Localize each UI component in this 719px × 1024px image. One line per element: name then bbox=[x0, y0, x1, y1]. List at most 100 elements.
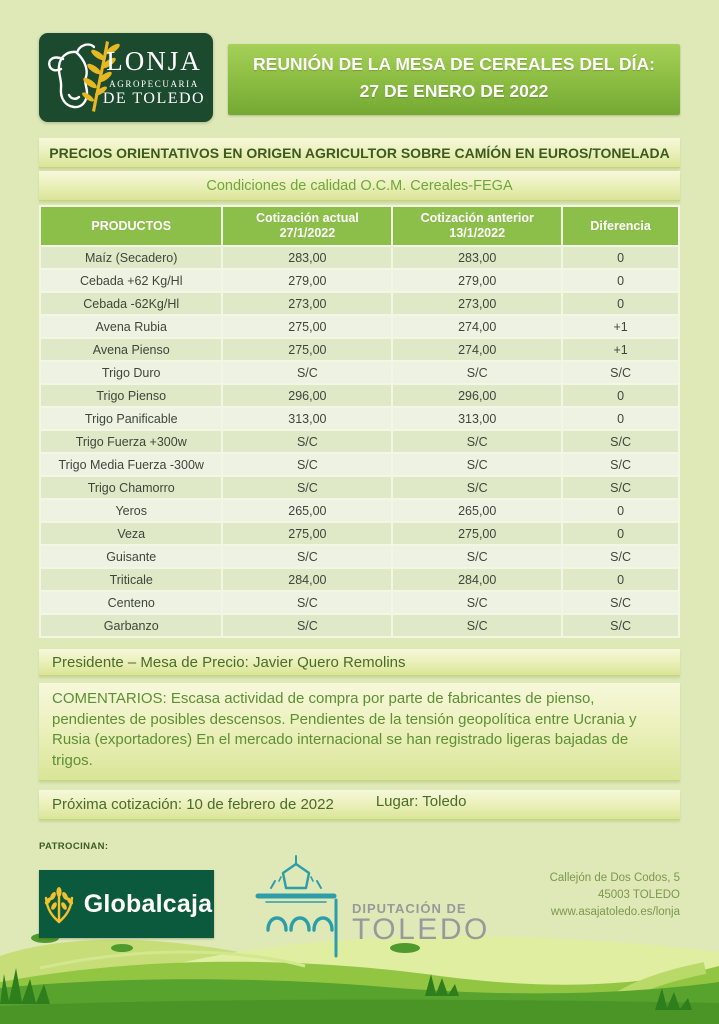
current-price-cell: 273,00 bbox=[223, 293, 392, 314]
diputacion-line-2: TOLEDO bbox=[352, 913, 490, 946]
main-title-bar: PRECIOS ORIENTATIVOS EN ORIGEN AGRICULTO… bbox=[39, 138, 680, 168]
previous-price-cell: 283,00 bbox=[393, 247, 562, 268]
product-cell: Garbanzo bbox=[41, 615, 222, 636]
header: LONJA AGROPECUARIA DE TOLEDO REUNIÓN DE … bbox=[39, 0, 680, 122]
difference-cell: +1 bbox=[563, 339, 678, 360]
banner-line-1: REUNIÓN DE LA MESA DE CEREALES DEL DÍA: bbox=[253, 54, 655, 74]
previous-price-cell: 284,00 bbox=[393, 569, 562, 590]
current-price-cell: S/C bbox=[223, 592, 392, 613]
previous-price-cell: 279,00 bbox=[393, 270, 562, 291]
next-quote-bar: Próxima cotización: 10 de febrero de 202… bbox=[39, 790, 680, 820]
difference-cell: S/C bbox=[563, 546, 678, 567]
table-row: Cebada -62Kg/Hl 273,00 273,00 0 bbox=[41, 293, 678, 314]
product-cell: Centeno bbox=[41, 592, 222, 613]
difference-cell: 0 bbox=[563, 270, 678, 291]
logo-title: LONJA bbox=[106, 46, 202, 76]
location-label: Lugar: Toledo bbox=[375, 793, 467, 810]
current-price-cell: S/C bbox=[223, 546, 392, 567]
table-row: Trigo Chamorro S/C S/C S/C bbox=[41, 477, 678, 498]
table-row: Trigo Panificable 313,00 313,00 0 bbox=[41, 408, 678, 429]
diputacion-line-1: DIPUTACIÓN DE bbox=[352, 901, 467, 916]
table-row: Avena Rubia 275,00 274,00 +1 bbox=[41, 316, 678, 337]
difference-cell: 0 bbox=[563, 293, 678, 314]
address-website-link[interactable]: www.asajatoledo.es/lonja bbox=[550, 906, 680, 918]
globalcaja-label: Globalcaja bbox=[83, 889, 213, 918]
product-cell: Cebada -62Kg/Hl bbox=[41, 293, 222, 314]
logo-text: LONJA AGROPECUARIA DE TOLEDO bbox=[101, 46, 207, 108]
table-row: Trigo Fuerza +300w S/C S/C S/C bbox=[41, 431, 678, 452]
address-street: Callejón de Dos Codos, 5 bbox=[549, 872, 680, 884]
difference-cell: S/C bbox=[563, 454, 678, 475]
diputacion-text: DIPUTACIÓN DE TOLEDO bbox=[352, 901, 490, 958]
lonja-logo: LONJA AGROPECUARIA DE TOLEDO bbox=[39, 33, 213, 122]
logo-subtitle: AGROPECUARIA bbox=[109, 79, 199, 89]
product-cell: Trigo Fuerza +300w bbox=[41, 431, 222, 452]
difference-cell: S/C bbox=[563, 431, 678, 452]
table-row: Cebada +62 Kg/Hl 279,00 279,00 0 bbox=[41, 270, 678, 291]
table-row: Veza 275,00 275,00 0 bbox=[41, 523, 678, 544]
product-cell: Triticale bbox=[41, 569, 222, 590]
current-price-cell: 283,00 bbox=[223, 247, 392, 268]
product-cell: Avena Rubia bbox=[41, 316, 222, 337]
table-row: Guisante S/C S/C S/C bbox=[41, 546, 678, 567]
wheat-sheaf-icon bbox=[44, 887, 73, 924]
price-table-body: Maíz (Secadero) 283,00 283,00 0 Cebada +62 K… bbox=[41, 247, 678, 636]
previous-price-cell: S/C bbox=[393, 546, 562, 567]
previous-price-cell: S/C bbox=[393, 431, 562, 452]
address-city: 45003 TOLEDO bbox=[597, 889, 680, 901]
current-price-cell: 313,00 bbox=[223, 408, 392, 429]
difference-cell: S/C bbox=[563, 477, 678, 498]
product-cell: Trigo Panificable bbox=[41, 408, 222, 429]
comments-box: COMENTARIOS: Escasa actividad de compra … bbox=[39, 683, 680, 781]
header-products-label: PRODUCTOS bbox=[91, 218, 172, 233]
globalcaja-logo: Globalcaja bbox=[39, 870, 214, 938]
header-current-date: 27/1/2022 bbox=[279, 226, 336, 240]
table-row: Centeno S/C S/C S/C bbox=[41, 592, 678, 613]
cow-wheat-icon bbox=[48, 41, 120, 112]
current-price-cell: 279,00 bbox=[223, 270, 392, 291]
header-products: PRODUCTOS bbox=[41, 207, 222, 245]
product-cell: Cebada +62 Kg/Hl bbox=[41, 270, 222, 291]
table-row: Maíz (Secadero) 283,00 283,00 0 bbox=[41, 247, 678, 268]
diputacion-logo: DIPUTACIÓN DE TOLEDO bbox=[248, 854, 490, 958]
product-cell: Trigo Duro bbox=[41, 362, 222, 383]
product-cell: Trigo Chamorro bbox=[41, 477, 222, 498]
conditions-bar: Condiciones de calidad O.C.M. Cereales-F… bbox=[39, 171, 680, 201]
previous-price-cell: S/C bbox=[393, 362, 562, 383]
header-difference: Diferencia bbox=[563, 207, 678, 245]
difference-cell: S/C bbox=[563, 592, 678, 613]
current-price-cell: 296,00 bbox=[223, 385, 392, 406]
difference-cell: S/C bbox=[563, 615, 678, 636]
previous-price-cell: 274,00 bbox=[393, 339, 562, 360]
price-table: PRODUCTOS Cotización actual 27/1/2022 Co… bbox=[39, 205, 680, 638]
next-quote-label: Próxima cotización: 10 de febrero de 202… bbox=[52, 796, 334, 813]
header-previous-quote: Cotización anterior 13/1/2022 bbox=[393, 207, 562, 245]
difference-cell: 0 bbox=[563, 500, 678, 521]
previous-price-cell: S/C bbox=[393, 615, 562, 636]
difference-cell: 0 bbox=[563, 523, 678, 544]
table-row: Trigo Media Fuerza -300w S/C S/C S/C bbox=[41, 454, 678, 475]
current-price-cell: 275,00 bbox=[223, 316, 392, 337]
previous-price-cell: S/C bbox=[393, 454, 562, 475]
product-cell: Trigo Pienso bbox=[41, 385, 222, 406]
product-cell: Guisante bbox=[41, 546, 222, 567]
header-current-label: Cotización actual bbox=[255, 211, 359, 225]
difference-cell: 0 bbox=[563, 408, 678, 429]
current-price-cell: 275,00 bbox=[223, 339, 392, 360]
product-cell: Trigo Media Fuerza -300w bbox=[41, 454, 222, 475]
meeting-banner: REUNIÓN DE LA MESA DE CEREALES DEL DÍA: … bbox=[228, 44, 680, 115]
current-price-cell: 284,00 bbox=[223, 569, 392, 590]
header-previous-label: Cotización anterior bbox=[420, 211, 534, 225]
previous-price-cell: S/C bbox=[393, 477, 562, 498]
header-previous-date: 13/1/2022 bbox=[449, 226, 506, 240]
address-block: Callejón de Dos Codos, 5 45003 TOLEDO ww… bbox=[550, 870, 680, 921]
difference-cell: +1 bbox=[563, 316, 678, 337]
current-price-cell: S/C bbox=[223, 431, 392, 452]
previous-price-cell: 275,00 bbox=[393, 523, 562, 544]
logo-subtitle-2: DE TOLEDO bbox=[102, 90, 206, 107]
current-price-cell: S/C bbox=[223, 477, 392, 498]
banner-line-2: 27 DE ENERO DE 2022 bbox=[359, 81, 549, 101]
sponsors-label: PATROCINAN: bbox=[39, 841, 109, 852]
difference-cell: 0 bbox=[563, 569, 678, 590]
